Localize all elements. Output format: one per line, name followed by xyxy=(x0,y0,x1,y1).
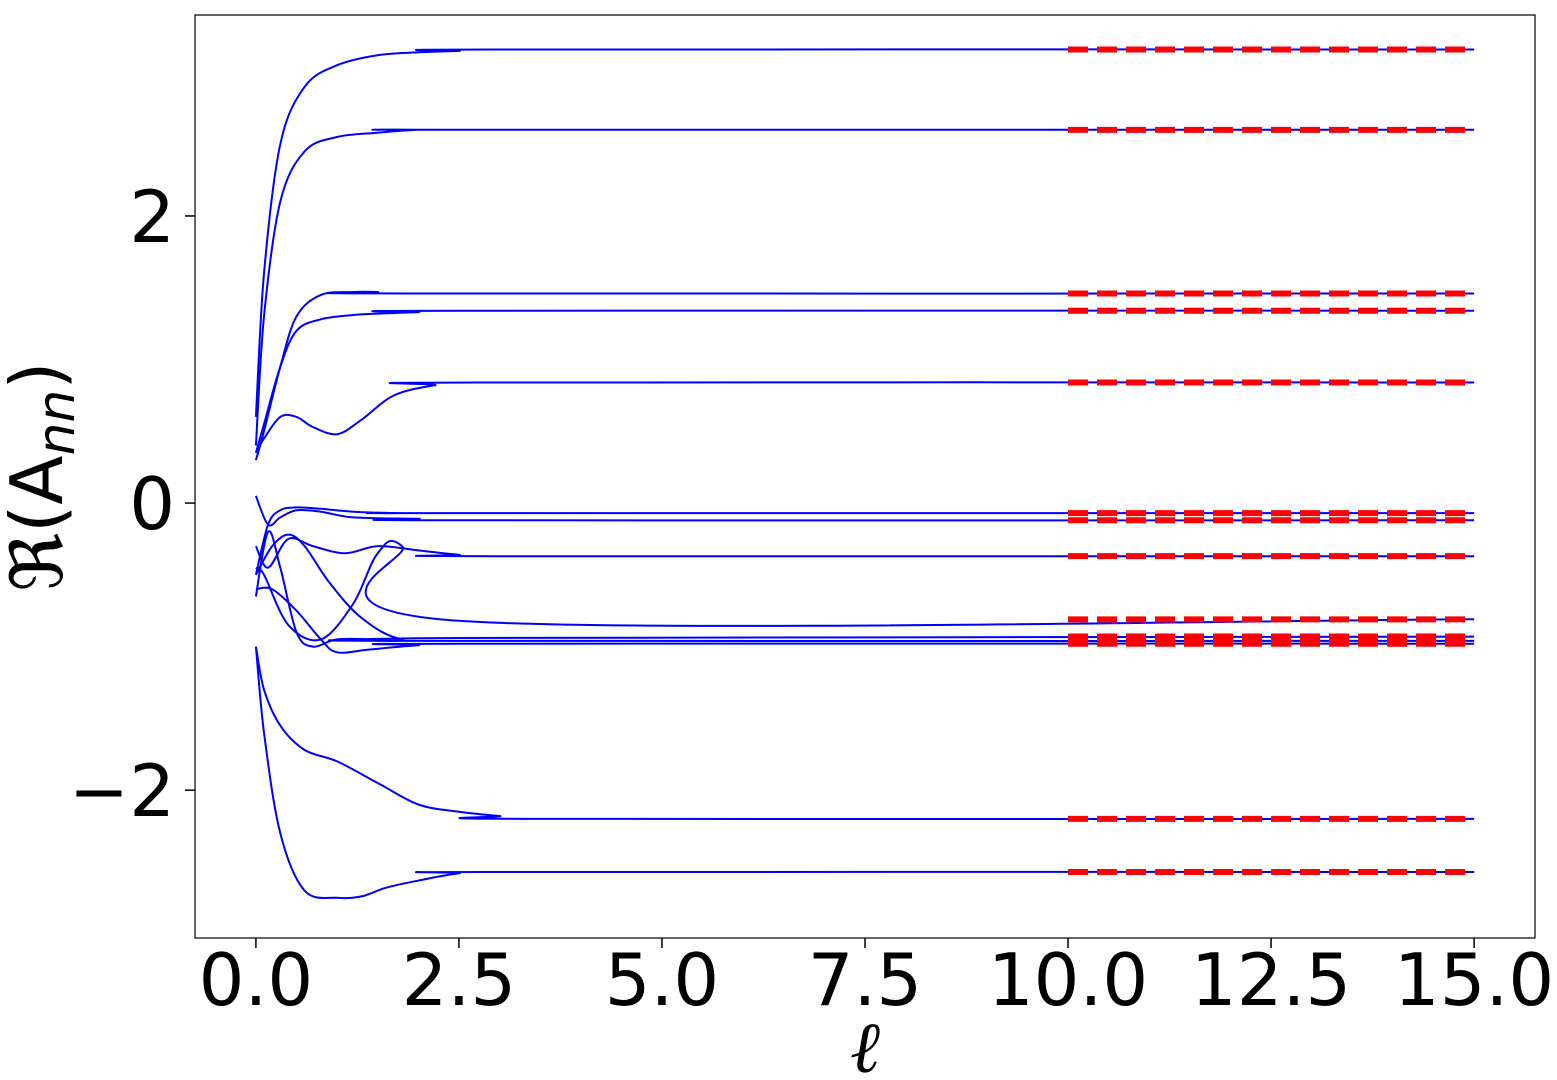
flow-line-5 xyxy=(255,381,1475,454)
x-tick-label: 2.5 xyxy=(402,938,517,1022)
x-tick-label: 0.0 xyxy=(199,938,314,1022)
y-axis-label: ℜ(Ann) xyxy=(0,362,87,592)
flow-line-13 xyxy=(254,646,1475,821)
x-tick-label: 7.5 xyxy=(808,938,923,1022)
y-tick-label: −2 xyxy=(69,749,175,833)
asymptote-lines xyxy=(1068,46,1475,875)
flow-line-6 xyxy=(254,495,1475,527)
flow-line-11 xyxy=(254,530,1475,648)
flow-line-3 xyxy=(254,290,1475,461)
flow-line-10 xyxy=(255,533,1475,642)
flow-line-12 xyxy=(255,586,1475,654)
y-axis-label-close: ) xyxy=(0,362,79,390)
flow-line-8 xyxy=(254,537,1475,569)
y-axis-label-main: ℜ(A xyxy=(0,456,79,592)
flow-line-4 xyxy=(254,309,1475,454)
y-axis: −2 0 2 xyxy=(69,175,195,833)
flow-lines xyxy=(254,48,1475,900)
x-tick-label: 15.0 xyxy=(1394,938,1554,1022)
plot-frame xyxy=(194,14,1536,939)
flow-line-7 xyxy=(254,506,1475,576)
flow-line-14 xyxy=(254,646,1475,900)
flow-line-9 xyxy=(255,539,1475,642)
flow-line-2 xyxy=(254,128,1475,446)
y-tick-label: 0 xyxy=(129,462,175,546)
x-tick-label: 5.0 xyxy=(605,938,720,1022)
y-tick-label: 2 xyxy=(129,175,175,259)
x-tick-label: 10.0 xyxy=(988,938,1148,1022)
y-axis-label-subscript: nn xyxy=(27,390,87,456)
x-axis-label: ℓ xyxy=(850,1005,880,1080)
x-axis: 0.0 2.5 5.0 7.5 10.0 12.5 15.0 xyxy=(199,938,1554,1022)
flow-line-1 xyxy=(254,48,1475,417)
x-tick-label: 12.5 xyxy=(1191,938,1351,1022)
